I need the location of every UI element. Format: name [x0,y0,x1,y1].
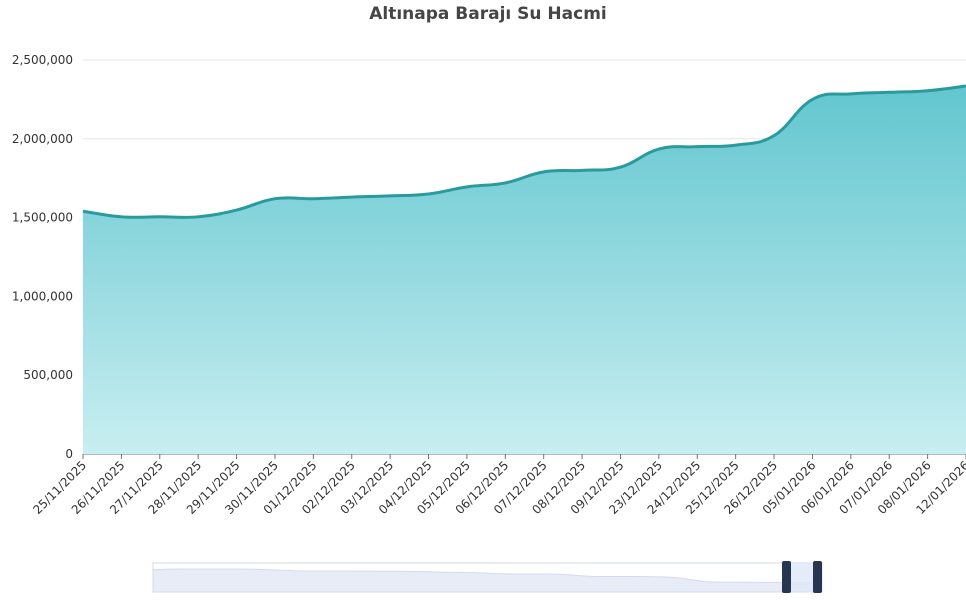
area [83,86,966,454]
zoom-handle[interactable] [782,561,791,593]
y-tick-label: 1,500,000 [12,211,73,225]
y-tick-label: 0 [65,447,73,461]
zoom-window[interactable] [786,563,818,592]
zoom-handle[interactable] [813,561,822,593]
chart-title: Altınapa Barajı Su Hacmi [369,4,607,24]
y-tick-label: 1,000,000 [12,289,73,303]
y-tick-label: 500,000 [23,368,73,382]
data-zoom[interactable] [152,561,823,593]
line [82,84,966,219]
y-tick-label: 2,000,000 [12,132,73,146]
y-tick-label: 2,500,000 [12,53,73,67]
zoom-shadow [152,568,823,593]
